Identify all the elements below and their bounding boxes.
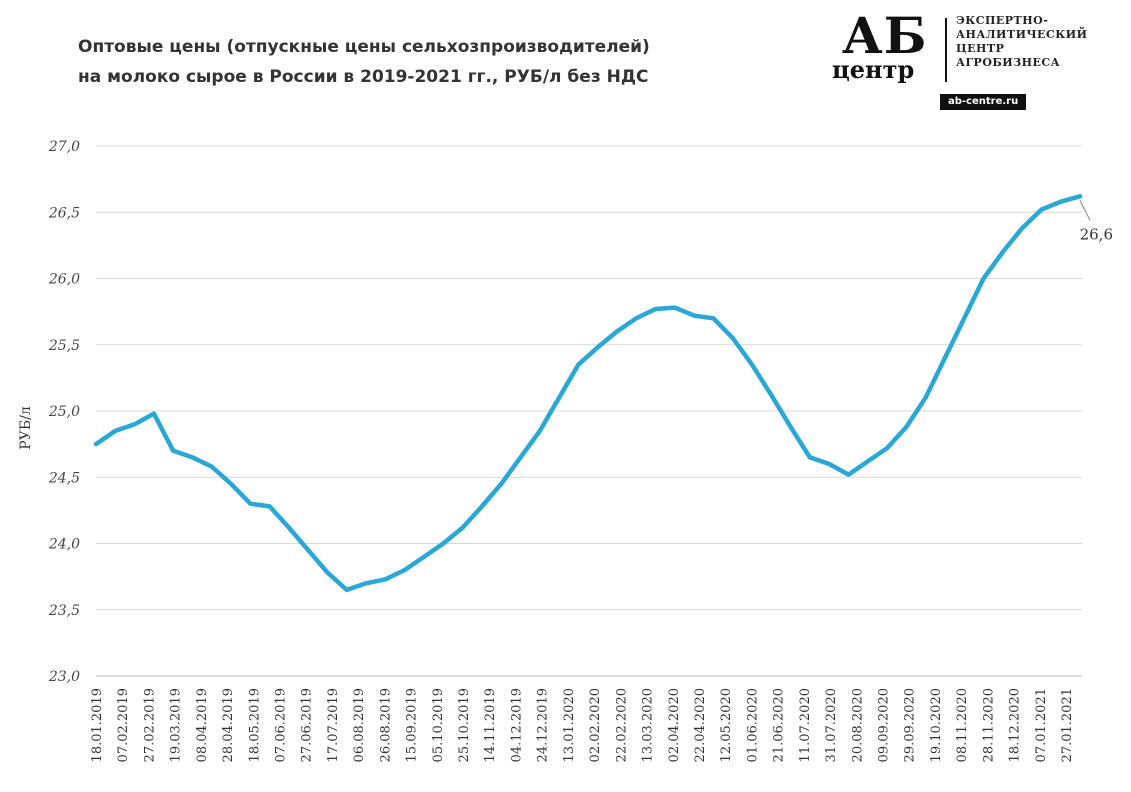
x-tick-label: 01.06.2020: [745, 688, 760, 762]
x-tick-label: 15.09.2019: [405, 688, 420, 762]
x-tick-label: 07.02.2019: [116, 688, 131, 762]
y-axis-label: РУБ/л: [18, 406, 34, 450]
x-tick-label: 17.07.2019: [326, 688, 341, 762]
x-tick-label: 28.11.2020: [981, 688, 996, 762]
x-tick-label: 27.06.2019: [300, 688, 315, 762]
x-tick-label: 11.07.2020: [798, 688, 813, 762]
logo-desc-line-1: ЭКСПЕРТНО-: [956, 14, 1049, 27]
x-tick-label: 26.08.2019: [378, 688, 393, 762]
x-axis-ticks: 18.01.2019 07.02.2019 27.02.2019 19.03.2019…: [90, 688, 1075, 762]
chart-title-line-2: на молоко сырое в России в 2019-2021 гг.…: [78, 67, 649, 87]
y-tick-label: 24,0: [48, 537, 80, 553]
y-axis-ticks: 23,0 23,5 24,0 24,5 25,0 25,5 26,0 26,5 27,0: [48, 139, 80, 685]
x-tick-label: 18.12.2020: [1008, 688, 1023, 762]
chart-title-line-1: Оптовые цены (отпускные цены сельхозпрои…: [78, 37, 650, 57]
x-tick-label: 02.02.2020: [588, 688, 603, 762]
y-tick-label: 25,5: [48, 338, 80, 354]
x-tick-label: 13.03.2020: [641, 688, 656, 762]
logo-desc-line-3: ЦЕНТР: [956, 42, 1005, 55]
y-tick-label: 25,0: [48, 404, 80, 420]
x-tick-label: 08.11.2020: [955, 688, 970, 762]
x-tick-label: 06.08.2019: [352, 688, 367, 762]
x-tick-label: 18.05.2019: [247, 688, 262, 762]
x-tick-label: 07.06.2019: [274, 688, 289, 762]
y-tick-label: 23,5: [48, 603, 80, 619]
y-tick-label: 23,0: [48, 669, 80, 685]
x-tick-label: 25.10.2019: [457, 688, 472, 762]
x-tick-label: 22.02.2020: [614, 688, 629, 762]
series-line: [93, 194, 1083, 593]
x-tick-label: 29.09.2020: [903, 688, 918, 762]
chart-grid: [96, 145, 1082, 677]
chart-title: Оптовые цены (отпускные цены сельхозпрои…: [78, 32, 650, 92]
x-tick-label: 19.10.2020: [929, 688, 944, 762]
x-tick-label: 20.08.2020: [850, 688, 865, 762]
x-tick-label: 24.12.2019: [536, 688, 551, 762]
x-tick-label: 13.01.2020: [562, 688, 577, 762]
x-tick-label: 18.01.2019: [90, 688, 105, 762]
x-tick-label: 28.04.2019: [221, 688, 236, 762]
last-value-label: 26,6: [1080, 225, 1113, 243]
x-tick-label: 12.05.2020: [719, 688, 734, 762]
x-tick-label: 07.01.2021: [1034, 688, 1049, 762]
x-tick-label: 27.02.2019: [142, 688, 157, 762]
ab-centre-logo: АБ центр ЭКСПЕРТНО- АНАЛИТИЧЕСКИЙ ЦЕНТР …: [828, 8, 1128, 118]
x-tick-label: 22.04.2020: [693, 688, 708, 762]
x-tick-label: 19.03.2019: [169, 688, 184, 762]
x-tick-label: 09.09.2020: [876, 688, 891, 762]
logo-separator: [945, 18, 947, 82]
logo-desc-line-2: АНАЛИТИЧЕСКИЙ: [956, 28, 1088, 41]
logo-desc-line-4: АГРОБИЗНЕСА: [956, 56, 1061, 69]
annotation-leader: [1079, 200, 1091, 221]
x-tick-label: 04.12.2019: [509, 688, 524, 762]
logo-main-text: АБ: [842, 6, 928, 65]
x-tick-label: 05.10.2019: [431, 688, 446, 762]
y-tick-label: 26,5: [48, 205, 80, 221]
y-tick-label: 24,5: [48, 470, 80, 486]
logo-url: ab-centre.ru: [940, 94, 1027, 110]
x-tick-label: 08.04.2019: [195, 688, 210, 762]
x-tick-label: 27.01.2021: [1060, 688, 1075, 762]
logo-sub-text: центр: [832, 55, 915, 84]
logo-description: ЭКСПЕРТНО- АНАЛИТИЧЕСКИЙ ЦЕНТР АГРОБИЗНЕ…: [956, 14, 1088, 70]
x-tick-label: 21.06.2020: [772, 688, 787, 762]
y-tick-label: 27,0: [48, 139, 80, 155]
y-tick-label: 26,0: [48, 272, 80, 288]
chart-series: 26,6: [93, 194, 1113, 593]
x-tick-label: 14.11.2019: [483, 688, 498, 762]
x-tick-label: 31.07.2020: [824, 688, 839, 762]
x-tick-label: 02.04.2020: [667, 688, 682, 762]
